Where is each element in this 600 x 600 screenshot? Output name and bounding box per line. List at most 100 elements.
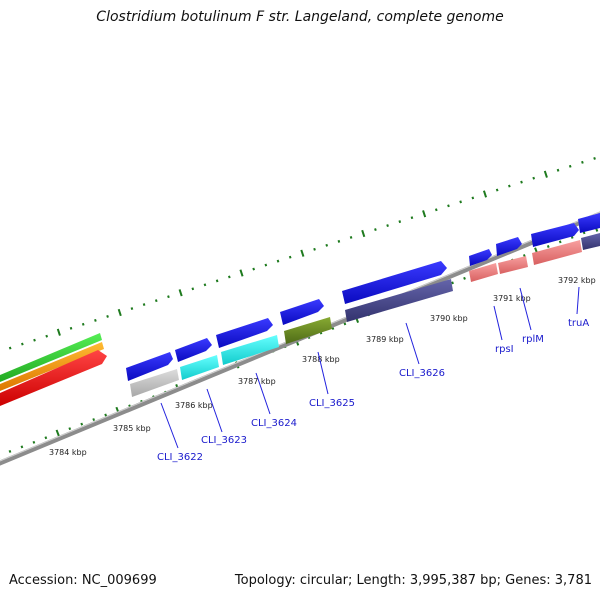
leader-line-rpsi (493, 305, 503, 341)
gene-arrow-cli3626-outer[interactable] (342, 261, 447, 304)
kbp-label: 3788 kbp (302, 355, 340, 364)
outer-tick (154, 299, 158, 303)
inner-tick (546, 244, 550, 248)
outer-tick (361, 229, 366, 238)
gene-arrow-cli3622-outer[interactable] (126, 352, 173, 381)
gene-arrow-cli3624-outer[interactable] (216, 318, 273, 348)
feature-orange[interactable] (0, 342, 104, 391)
feature-red[interactable] (0, 350, 107, 406)
outer-tick (56, 328, 61, 336)
inner-tick (92, 418, 96, 422)
gene-box-cli3623[interactable] (180, 355, 219, 380)
gene-label-cli3624[interactable]: CLI_3624 (251, 418, 297, 429)
outer-tick (337, 239, 341, 243)
page-title: Clostridium botulinum F str. Langeland, … (96, 9, 504, 25)
gene-arrow-next-outer[interactable] (578, 213, 600, 233)
outer-tick (532, 176, 536, 180)
gene-box-cli3625[interactable] (284, 317, 332, 344)
outer-tick (8, 346, 12, 350)
outer-tick (386, 224, 389, 228)
gene-box-trua[interactable] (532, 240, 582, 265)
outer-tick (556, 168, 560, 172)
leader-line-cli3622 (160, 402, 179, 449)
outer-tick (543, 170, 548, 178)
inner-tick (522, 254, 526, 258)
outer-tick (459, 200, 462, 204)
kbp-label: 3789 kbp (366, 335, 404, 344)
gene-arrow-rpsi-outer[interactable] (469, 249, 492, 266)
gene-leader-lines (160, 286, 580, 449)
outer-tick (142, 303, 146, 307)
outer-tick (94, 318, 97, 322)
gene-box-cli3626[interactable] (345, 279, 453, 322)
gene-label-cli3625[interactable]: CLI_3625 (309, 398, 355, 409)
outer-tick (130, 307, 134, 310)
gene-arrow-cli3623-outer[interactable] (175, 338, 212, 362)
outer-tick (117, 308, 122, 317)
leader-line-trua (576, 286, 580, 315)
gene-arrow-cli3625-outer[interactable] (280, 299, 324, 325)
kbp-label: 3791 kbp (493, 294, 531, 303)
leader-line-cli3623 (206, 388, 223, 433)
outer-tick-marks (0, 156, 596, 356)
outer-tick (508, 184, 511, 188)
gene-label-trua[interactable]: truA (568, 318, 589, 329)
outer-tick (398, 220, 402, 224)
kbp-scale-labels: 3784 kbp 3785 kbp 3786 kbp 3787 kbp 3788… (49, 276, 596, 457)
outer-tick (203, 283, 207, 287)
outer-tick (325, 243, 329, 247)
kbp-label: 3790 kbp (430, 314, 468, 323)
gene-box-cli3622[interactable] (130, 369, 179, 397)
outer-tick (191, 287, 195, 291)
inner-tick (451, 281, 454, 285)
gene-box-rpsi[interactable] (469, 263, 498, 282)
gene-label-cli3626[interactable]: CLI_3626 (399, 368, 445, 379)
kbp-label: 3785 kbp (113, 424, 151, 433)
kbp-label: 3786 kbp (175, 401, 213, 410)
gene-box-rplm[interactable] (498, 256, 528, 274)
outer-tick (178, 289, 183, 297)
outer-tick (520, 180, 523, 184)
outer-tick (313, 247, 316, 251)
outer-tick (239, 269, 244, 277)
outer-tick (434, 208, 438, 212)
outer-tick (228, 275, 231, 279)
gene-label-rplm[interactable]: rplM (522, 334, 544, 345)
gene-label-cli3622[interactable]: CLI_3622 (157, 452, 203, 463)
inner-tick (463, 276, 466, 280)
gene-label-rpsi[interactable]: rpsI (495, 344, 514, 355)
inner-tick (20, 445, 24, 449)
inner-tick (570, 235, 574, 239)
inner-tick (68, 427, 72, 431)
outer-tick (81, 322, 85, 326)
outer-tick (374, 228, 377, 231)
gene-labels: CLI_3622 CLI_3623 CLI_3624 CLI_3625 CLI_… (157, 318, 589, 463)
outer-tick (106, 314, 109, 318)
inner-tick (8, 449, 12, 453)
feature-green[interactable] (0, 333, 102, 382)
gene-label-cli3623[interactable]: CLI_3623 (201, 435, 247, 446)
gene-arrow-trua-outer[interactable] (531, 223, 579, 247)
gene-box-next[interactable] (581, 233, 600, 250)
gene-box-cli3624[interactable] (221, 335, 279, 365)
inner-tick (32, 440, 36, 444)
inner-tick (104, 413, 108, 417)
outer-tick (471, 196, 475, 200)
outer-tick (288, 255, 292, 259)
leader-line-cli3626 (405, 322, 420, 365)
outer-tick (215, 279, 219, 283)
kbp-label: 3787 kbp (238, 377, 276, 386)
outer-tick (252, 267, 255, 271)
inner-tick (558, 240, 562, 244)
outer-tick (45, 334, 49, 338)
leader-line-rplm (519, 287, 532, 331)
outer-tick (300, 249, 305, 257)
outer-tick (581, 160, 584, 164)
outer-tick (349, 235, 353, 239)
gene-arrow-rplm-outer[interactable] (496, 237, 522, 256)
leader-line-cli3624 (255, 372, 271, 415)
kbp-label: 3784 kbp (49, 448, 87, 457)
accession-text: Accession: NC_009699 (9, 573, 157, 588)
